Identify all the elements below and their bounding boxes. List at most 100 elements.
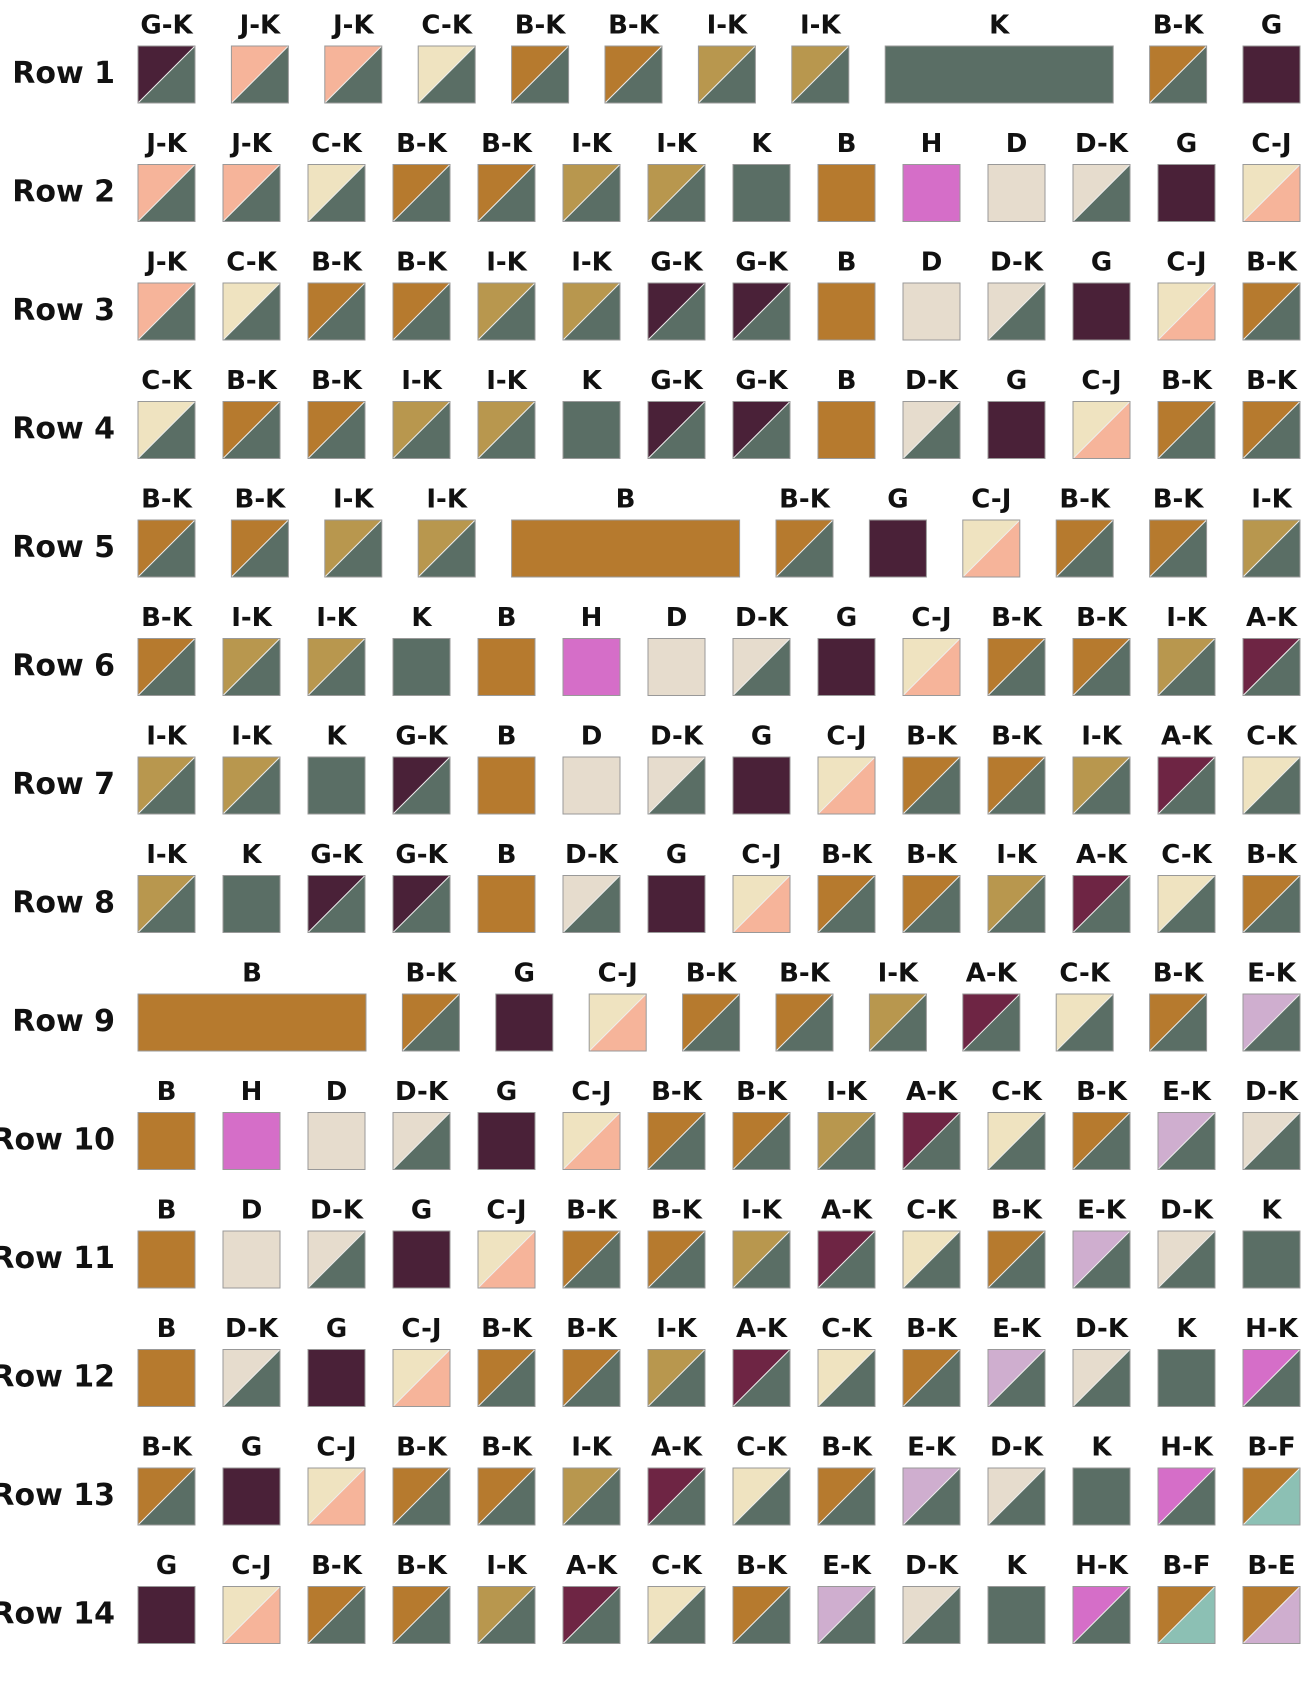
block-label: G bbox=[496, 1077, 517, 1107]
block-label: I-K bbox=[996, 840, 1037, 870]
block-label: B-K bbox=[1246, 366, 1298, 396]
block-label: I-K bbox=[146, 722, 187, 752]
block-label: G-K bbox=[735, 366, 788, 396]
block-label: I-K bbox=[426, 485, 467, 515]
block-label: A-K bbox=[906, 1077, 958, 1107]
block-label: B bbox=[157, 1196, 177, 1226]
solid-block bbox=[818, 639, 875, 696]
solid-block bbox=[1073, 1468, 1130, 1525]
block-label: I-K bbox=[656, 1314, 697, 1344]
block-label: H bbox=[581, 603, 603, 633]
block-label: D-K bbox=[1075, 1314, 1129, 1344]
block-label: B-K bbox=[396, 1433, 448, 1463]
block-label: E-K bbox=[1162, 1077, 1212, 1107]
block-label: C-K bbox=[421, 11, 472, 41]
block-label: C-K bbox=[141, 366, 192, 396]
block-label: D bbox=[241, 1196, 263, 1226]
quilt-layout: Row 1G-KJ-KJ-KC-KB-KB-KI-KI-KKB-KGRow 2J… bbox=[0, 0, 1313, 1682]
block-label: B-K bbox=[1153, 11, 1205, 41]
block-label: B-K bbox=[686, 959, 738, 989]
block-label: I-K bbox=[486, 1551, 527, 1581]
block-label: B-K bbox=[1246, 248, 1298, 278]
block-label: A-K bbox=[821, 1196, 873, 1226]
block-label: C-K bbox=[1246, 722, 1297, 752]
block-label: B-K bbox=[779, 485, 831, 515]
solid-block bbox=[1073, 283, 1130, 340]
block-label: E-K bbox=[1247, 959, 1297, 989]
block-label: I-K bbox=[1251, 485, 1292, 515]
solid-block bbox=[512, 520, 740, 577]
row-label: Row 9 bbox=[12, 1004, 115, 1039]
solid-block bbox=[1243, 1231, 1300, 1288]
block-label: B-K bbox=[1059, 485, 1111, 515]
quilt-row: Row 10BHDD-KGC-JB-KB-KI-KA-KC-KB-KE-KD-K bbox=[0, 1077, 1300, 1170]
block-label: B bbox=[497, 603, 517, 633]
block-label: B-K bbox=[566, 1314, 618, 1344]
solid-block bbox=[563, 402, 620, 459]
block-label: B-K bbox=[736, 1077, 788, 1107]
block-label: D-K bbox=[565, 840, 619, 870]
block-label: D bbox=[581, 722, 603, 752]
block-label: E-K bbox=[822, 1551, 872, 1581]
solid-block bbox=[138, 1587, 195, 1644]
row-label: Row 3 bbox=[12, 293, 115, 328]
solid-block bbox=[733, 165, 790, 222]
block-label: J-K bbox=[238, 11, 281, 41]
block-label: B-K bbox=[608, 11, 660, 41]
row-label: Row 1 bbox=[12, 56, 115, 91]
solid-block bbox=[1243, 46, 1300, 103]
block-label: G bbox=[1006, 366, 1027, 396]
block-label: E-K bbox=[1077, 1196, 1127, 1226]
block-label: D-K bbox=[990, 248, 1044, 278]
block-label: B-K bbox=[821, 840, 873, 870]
block-label: C-K bbox=[651, 1551, 702, 1581]
quilt-row: Row 9BB-KGC-JB-KB-KI-KA-KC-KB-KE-K bbox=[12, 959, 1300, 1052]
solid-block bbox=[733, 757, 790, 814]
block-label: G bbox=[1091, 248, 1112, 278]
block-label: I-K bbox=[333, 485, 374, 515]
block-label: B bbox=[616, 485, 636, 515]
quilt-row: Row 5B-KB-KI-KI-KBB-KGC-JB-KB-KI-K bbox=[12, 485, 1300, 578]
block-label: D-K bbox=[905, 1551, 959, 1581]
block-label: H bbox=[241, 1077, 263, 1107]
block-label: G-K bbox=[650, 366, 703, 396]
solid-block bbox=[308, 1350, 365, 1407]
block-label: B-K bbox=[736, 1551, 788, 1581]
block-label: C-J bbox=[1166, 248, 1206, 278]
block-label: B-K bbox=[906, 1314, 958, 1344]
quilt-row: Row 3J-KC-KB-KB-KI-KI-KG-KG-KBDD-KGC-JB-… bbox=[12, 248, 1300, 341]
block-label: B-K bbox=[1076, 603, 1128, 633]
block-label: B-K bbox=[566, 1196, 618, 1226]
solid-block bbox=[818, 283, 875, 340]
block-label: D-K bbox=[225, 1314, 279, 1344]
block-label: I-K bbox=[571, 248, 612, 278]
solid-block bbox=[223, 876, 280, 933]
solid-block bbox=[988, 165, 1045, 222]
block-label: D bbox=[921, 248, 943, 278]
block-label: D-K bbox=[990, 1433, 1044, 1463]
block-label: D-K bbox=[395, 1077, 449, 1107]
block-label: I-K bbox=[316, 603, 357, 633]
row-label: Row 8 bbox=[12, 886, 115, 921]
block-label: H-K bbox=[1075, 1551, 1129, 1581]
block-label: G bbox=[156, 1551, 177, 1581]
block-label: K bbox=[581, 366, 602, 396]
solid-block bbox=[988, 1587, 1045, 1644]
block-label: I-K bbox=[656, 129, 697, 159]
block-label: G-K bbox=[310, 840, 363, 870]
row-label: Row 13 bbox=[0, 1478, 115, 1513]
block-label: H-K bbox=[1245, 1314, 1299, 1344]
block-label: I-K bbox=[486, 248, 527, 278]
block-label: C-K bbox=[311, 129, 362, 159]
block-label: A-K bbox=[566, 1551, 618, 1581]
block-label: B bbox=[837, 248, 857, 278]
block-label: G-K bbox=[735, 248, 788, 278]
block-label: I-K bbox=[707, 11, 748, 41]
block-label: A-K bbox=[736, 1314, 788, 1344]
block-label: C-J bbox=[316, 1433, 356, 1463]
block-label: G bbox=[666, 840, 687, 870]
block-label: B-F bbox=[1247, 1433, 1295, 1463]
block-label: C-K bbox=[1161, 840, 1212, 870]
block-label: J-K bbox=[229, 129, 272, 159]
